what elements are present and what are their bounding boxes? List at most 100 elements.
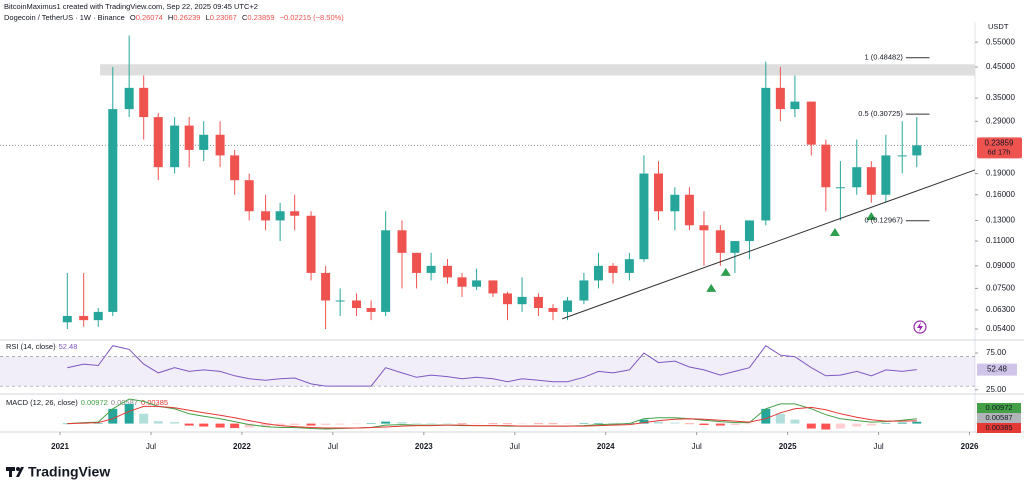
- x-tick-label: Jul: [146, 442, 156, 451]
- candle-body: [62, 315, 72, 323]
- change: −0.02215 (−8.50%): [280, 13, 345, 22]
- macd-value-box: [977, 413, 1021, 423]
- macd-histogram-bar: [321, 423, 331, 426]
- macd-histogram-bar: [215, 423, 225, 428]
- candle-body: [457, 277, 467, 287]
- macd-value-axis: 0.00972: [985, 403, 1012, 412]
- candle-body: [806, 101, 816, 145]
- currency: USDT: [988, 22, 1009, 31]
- y-tick-label: 0.09000: [986, 261, 1015, 270]
- macd-histogram-bar: [290, 423, 300, 426]
- macd-histogram-bar: [775, 413, 785, 424]
- candle-body: [744, 220, 754, 242]
- candle-body: [261, 211, 271, 221]
- x-tick-label: 2026: [961, 442, 979, 451]
- macd-histogram-bar: [426, 423, 436, 424]
- y-tick-label: 0.07500: [986, 283, 1015, 292]
- candle-body: [93, 311, 103, 321]
- candle-body: [199, 134, 209, 150]
- macd-histogram-bar: [761, 408, 771, 424]
- candle-body: [790, 101, 800, 110]
- macd-histogram-bar: [335, 423, 345, 425]
- rsi-label: RSI (14, close) 52.48: [6, 342, 77, 351]
- candle-body: [79, 315, 89, 321]
- candle-body: [412, 252, 422, 273]
- macd-value-axis: 0.00587: [985, 413, 1012, 422]
- candle-body: [244, 180, 254, 212]
- macd-histogram-bar: [366, 423, 376, 424]
- macd-histogram-bar: [275, 423, 285, 426]
- ohlc-key: C: [242, 13, 248, 22]
- candle-body: [881, 155, 891, 195]
- candle-body: [821, 144, 831, 188]
- candle-body: [715, 230, 725, 253]
- macd-histogram-bar: [184, 423, 194, 426]
- candle-body: [275, 211, 285, 221]
- candle-body: [517, 296, 527, 305]
- signal-line: [67, 405, 917, 429]
- macd-histogram-bar: [579, 423, 589, 424]
- macd-histogram-bar: [244, 423, 254, 428]
- macd-histogram-bar: [442, 423, 452, 425]
- macd-histogram-bar: [139, 413, 149, 424]
- x-tick-label: 2023: [415, 442, 433, 451]
- macd-histogram-bar: [653, 421, 663, 424]
- rsi-tick-label: 75.00: [986, 348, 1007, 357]
- y-tick-label: 0.05400: [986, 324, 1015, 333]
- candle-body: [139, 87, 149, 118]
- rsi-band: [0, 356, 975, 387]
- y-tick-label: 0.19000: [986, 169, 1015, 178]
- candle-body: [170, 125, 180, 168]
- candle-body: [290, 211, 300, 216]
- macd-histogram-bar: [352, 423, 362, 425]
- candle-body: [852, 167, 862, 188]
- support-marker: [866, 212, 877, 221]
- x-tick-label: Jul: [873, 442, 883, 451]
- y-tick-label: 0.29000: [986, 116, 1015, 125]
- macd-histogram-bar: [108, 408, 118, 424]
- support-marker: [706, 283, 717, 292]
- candle-body: [730, 241, 740, 253]
- resistance-zone: [100, 64, 976, 76]
- x-tick-label: Jul: [328, 442, 338, 451]
- macd-label: MACD (12, 26, close) 0.00972 0.00587 0.0038…: [6, 398, 168, 407]
- rsi-line: [67, 345, 917, 387]
- macd-histogram-bar: [699, 423, 709, 426]
- macd-histogram-bar: [563, 423, 573, 425]
- macd-histogram-bar: [835, 423, 845, 429]
- candle-body: [684, 194, 694, 226]
- y-tick-label: 0.45000: [986, 62, 1015, 71]
- macd-histogram-bar: [457, 423, 467, 425]
- candle-body: [108, 109, 118, 312]
- macd-histogram-bar: [715, 423, 725, 426]
- macd-histogram-bar: [170, 422, 180, 424]
- macd-histogram-bar: [62, 423, 72, 425]
- macd-histogram-bar: [397, 422, 407, 424]
- macd-histogram-bar: [639, 419, 649, 424]
- last-price: 0.23859: [985, 138, 1014, 147]
- candle-body: [608, 265, 618, 273]
- candle-body: [548, 307, 558, 312]
- macd-value-axis: 0.00385: [985, 423, 1012, 432]
- candle-body: [563, 300, 573, 312]
- x-tick-label: 2024: [597, 442, 615, 451]
- macd-value: 0.00972: [81, 398, 108, 407]
- trendline: [561, 169, 976, 320]
- candle-body: [488, 280, 498, 294]
- macd-histogram-bar: [488, 423, 498, 425]
- candle-body: [897, 155, 907, 157]
- candle-body: [230, 155, 240, 181]
- rsi-value: 52.48: [59, 342, 78, 351]
- macd-title: MACD (12, 26, close): [6, 398, 78, 407]
- candle-body: [184, 125, 194, 150]
- rsi-title: RSI (14, close): [6, 342, 56, 351]
- macd-histogram-bar: [548, 423, 558, 425]
- macd-histogram-bar: [124, 403, 134, 424]
- candle-body: [306, 215, 316, 273]
- y-tick-label: 0.13000: [986, 216, 1015, 225]
- ohlc-value: 0.23859: [247, 13, 274, 22]
- candle-body: [503, 293, 513, 305]
- macd-histogram-bar: [670, 422, 680, 424]
- macd-histogram-bar: [381, 421, 391, 424]
- symbol: Dogecoin / TetherUS · 1W · Binance: [4, 13, 125, 22]
